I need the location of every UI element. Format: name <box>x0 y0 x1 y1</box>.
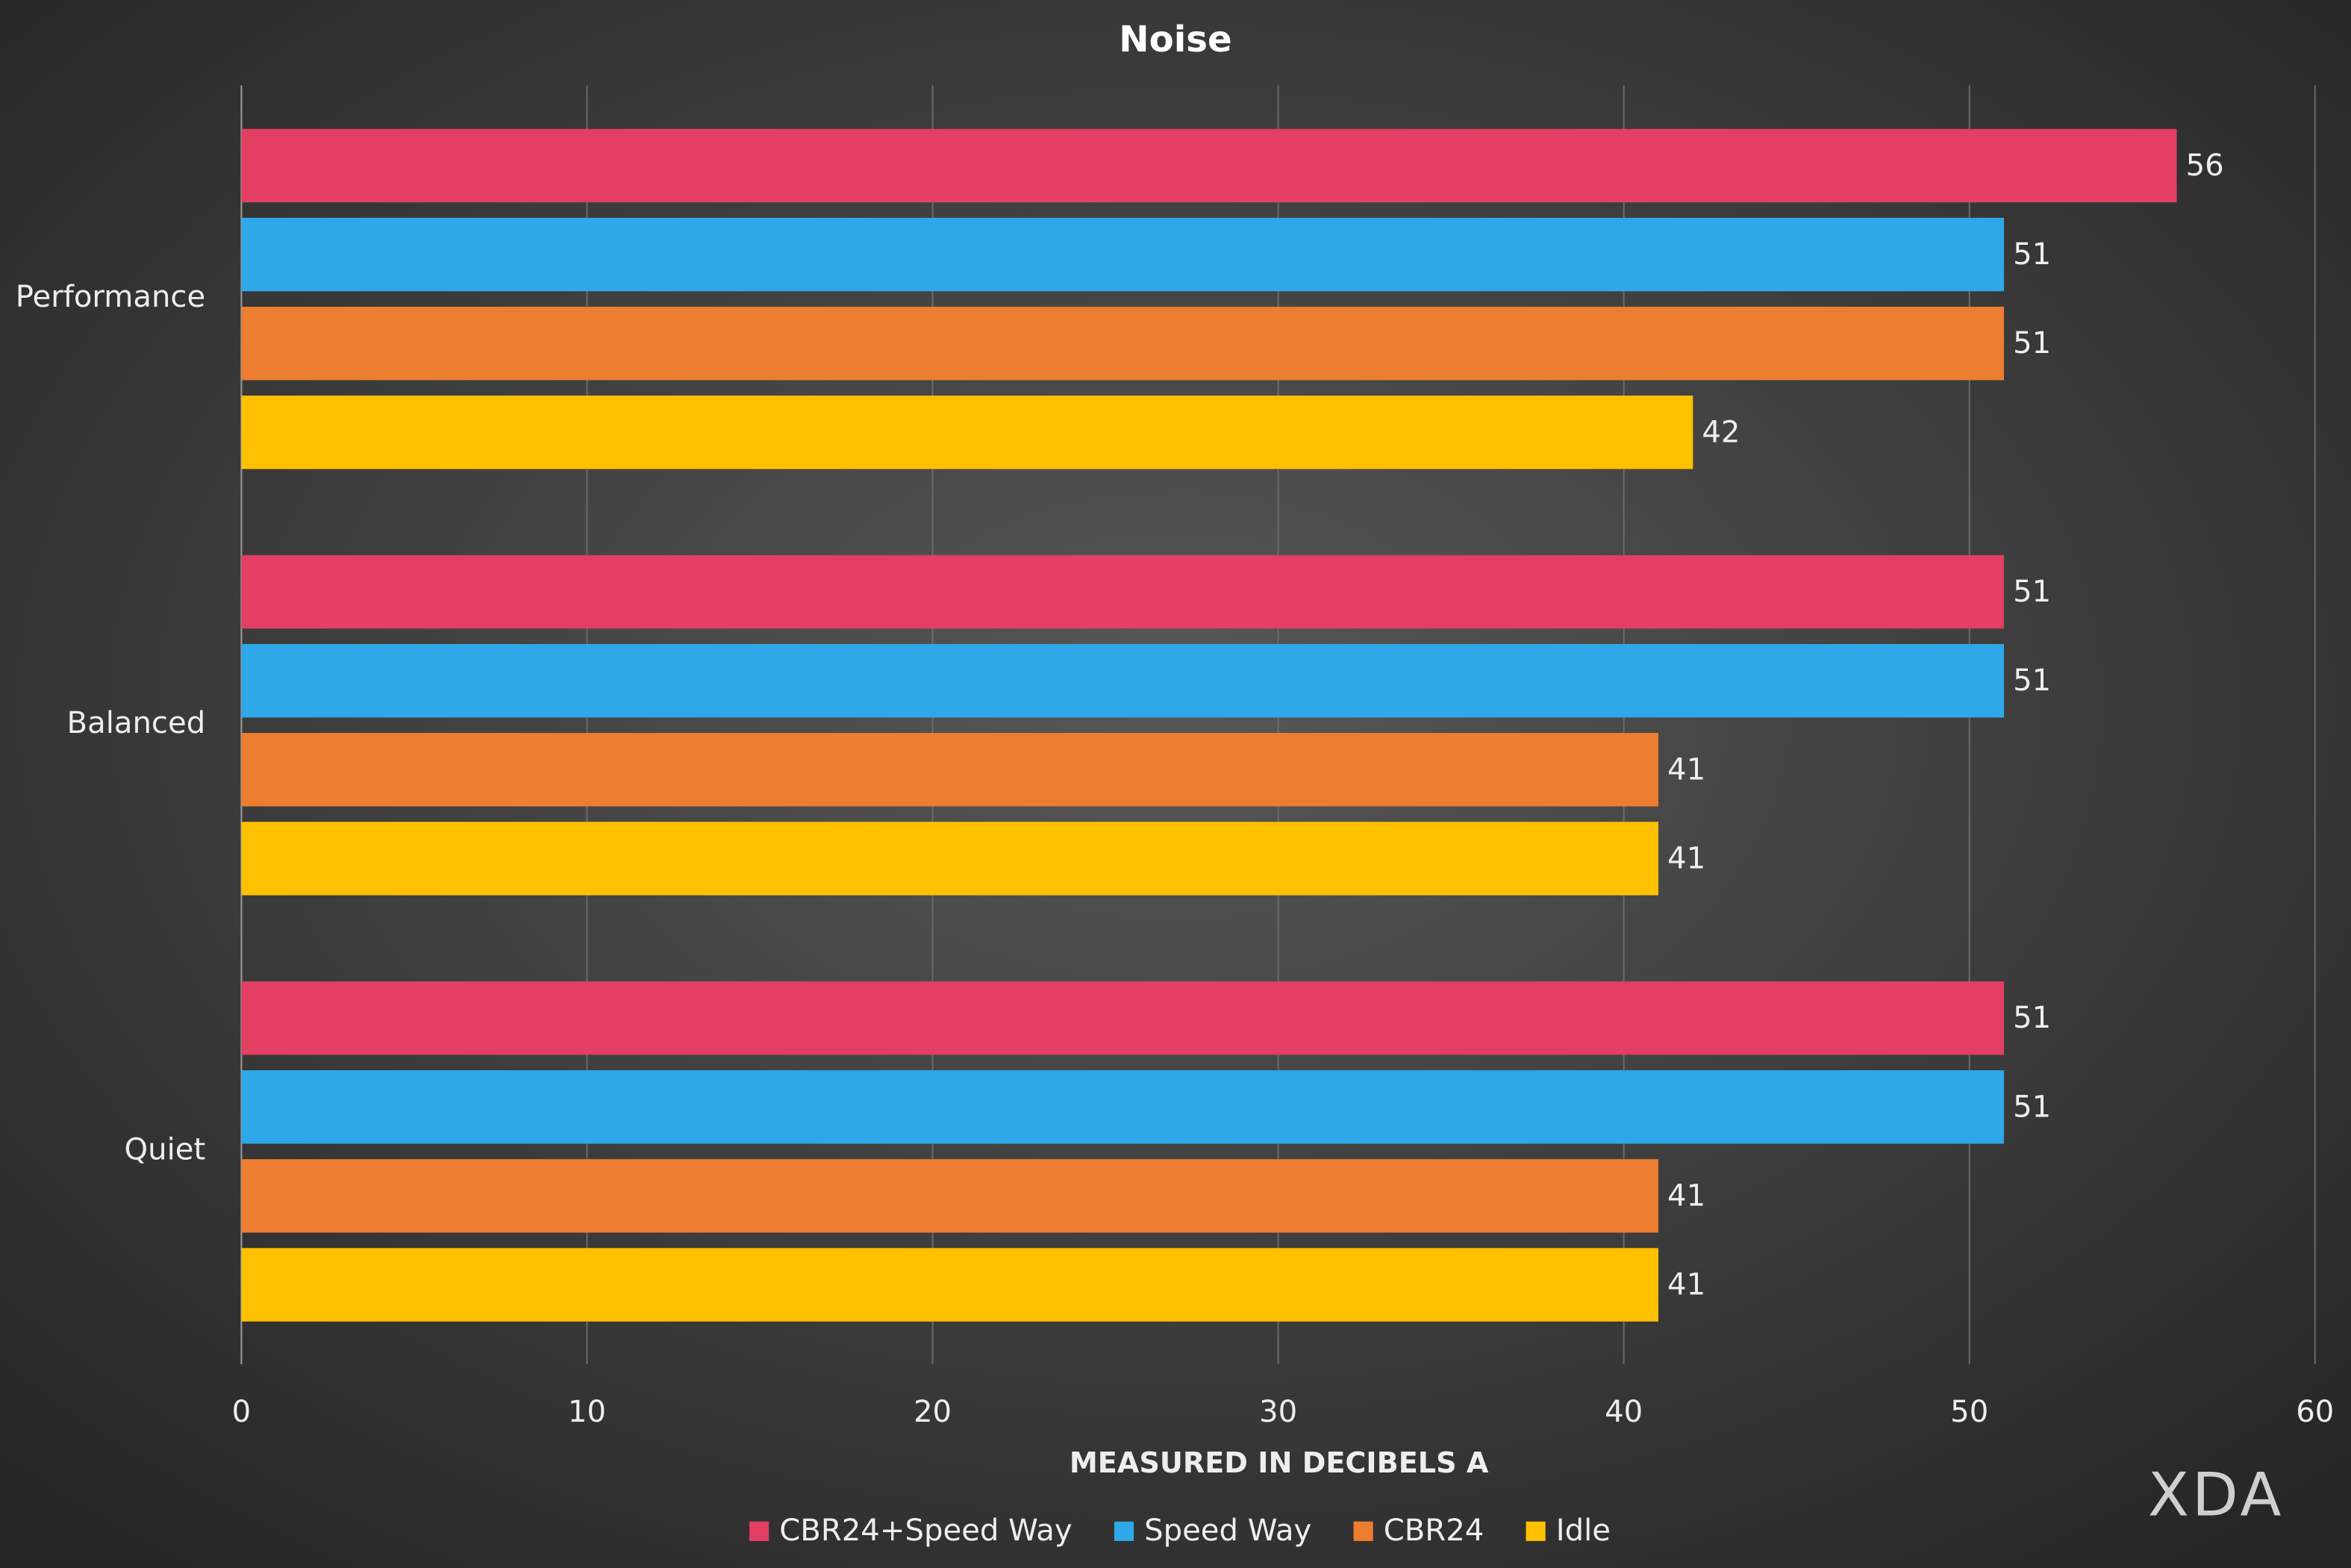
legend-swatch <box>1526 1521 1546 1541</box>
bar <box>241 217 2005 292</box>
x-tick-label: 20 <box>914 1395 952 1429</box>
data-label: 41 <box>1667 1178 1705 1213</box>
x-axis-title: MEASURED IN DECIBELS A <box>1070 1446 1489 1479</box>
x-tick-label: 40 <box>1605 1395 1643 1429</box>
data-label: 51 <box>2013 326 2051 360</box>
x-tick-label: 50 <box>1950 1395 1988 1429</box>
chart-title: Noise <box>1119 19 1231 60</box>
bar <box>241 981 2005 1055</box>
bar <box>241 1248 1658 1322</box>
data-label: 51 <box>2013 1090 2051 1124</box>
bar <box>241 822 1658 896</box>
data-label: 41 <box>1667 1268 1705 1302</box>
bar <box>241 1070 2005 1144</box>
bar <box>241 555 2005 629</box>
x-tick-label: 0 <box>232 1395 252 1429</box>
x-tick-label: 30 <box>1259 1395 1297 1429</box>
bar <box>241 1159 1658 1233</box>
data-label: 51 <box>2013 575 2051 609</box>
y-tick-label: Balanced <box>67 706 206 740</box>
legend-swatch <box>1114 1521 1134 1541</box>
data-label: 56 <box>2186 149 2224 183</box>
legend-label: Speed Way <box>1144 1514 1311 1548</box>
y-tick-label: Quiet <box>125 1132 206 1166</box>
data-label: 51 <box>2013 1001 2051 1035</box>
x-tick-label: 10 <box>568 1395 606 1429</box>
data-label: 41 <box>1667 752 1705 787</box>
data-label: 51 <box>2013 663 2051 698</box>
data-label: 41 <box>1667 841 1705 875</box>
legend-swatch <box>1353 1521 1373 1541</box>
legend-label: Idle <box>1556 1514 1611 1548</box>
legend-swatch <box>749 1521 769 1541</box>
bar <box>241 396 1693 469</box>
legend-label: CBR24+Speed Way <box>779 1514 1072 1548</box>
watermark: XDA <box>2148 1460 2285 1530</box>
bar <box>241 643 2005 718</box>
y-tick-label: Performance <box>16 280 205 314</box>
data-label: 42 <box>1702 415 1740 449</box>
bar <box>241 128 2177 203</box>
data-label: 51 <box>2013 237 2051 272</box>
bar <box>241 733 1658 807</box>
bar <box>241 306 2005 381</box>
x-tick-label: 60 <box>2296 1395 2334 1429</box>
legend-label: CBR24 <box>1384 1514 1484 1548</box>
